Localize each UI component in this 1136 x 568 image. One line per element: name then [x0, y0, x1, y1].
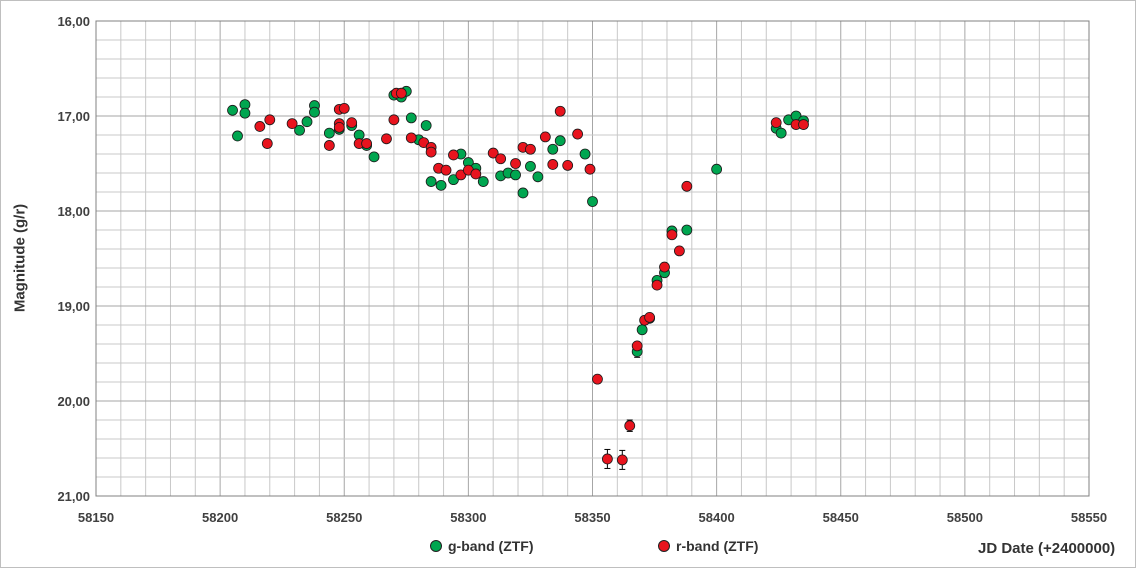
g-band-point — [681, 224, 693, 236]
legend-label-g: g-band (ZTF) — [448, 538, 534, 554]
grid-lines — [95, 20, 1090, 497]
r-band-points — [254, 87, 809, 466]
r-band-point — [333, 122, 345, 133]
g-band-point — [435, 179, 447, 191]
r-band-point — [651, 279, 663, 291]
r-band-point — [425, 146, 437, 158]
r-band-point — [525, 143, 536, 155]
r-band-point — [601, 453, 613, 465]
r-band-point — [323, 140, 335, 151]
r-band-point — [624, 420, 636, 432]
y-tick-labels: 16,00 17,00 18,00 19,00 20,00 21,00 — [57, 14, 90, 504]
g-band-point — [636, 324, 648, 336]
x-tick-label: 58500 — [947, 510, 983, 525]
g-band-point — [579, 148, 591, 160]
g-band-point — [525, 160, 536, 172]
x-tick-label: 58350 — [574, 510, 610, 525]
y-tick-label: 18,00 — [57, 204, 90, 219]
r-band-point — [659, 261, 670, 273]
r-band-point — [666, 229, 678, 241]
g-band-point — [368, 151, 380, 163]
r-band-point — [631, 340, 643, 352]
x-tick-label: 58200 — [202, 510, 238, 525]
y-tick-label: 19,00 — [57, 299, 90, 314]
r-band-point — [487, 147, 499, 159]
x-tick-label: 58450 — [823, 510, 859, 525]
r-band-point — [254, 121, 266, 132]
x-tick-label: 58150 — [78, 510, 114, 525]
legend-item-r-band: r-band (ZTF) — [658, 538, 758, 554]
r-band-point — [798, 119, 809, 130]
g-band-point — [425, 176, 437, 187]
plot-border — [95, 20, 1090, 497]
g-band-point — [587, 196, 598, 207]
g-band-point — [547, 143, 559, 155]
r-band-point — [554, 105, 566, 117]
x-tick-label: 58400 — [699, 510, 735, 525]
r-band-point — [562, 159, 574, 171]
g-band-point — [775, 127, 787, 139]
x-tick-label: 58550 — [1071, 510, 1107, 525]
r-band-point — [346, 117, 358, 129]
r-band-point — [616, 454, 628, 466]
g-band-point — [309, 106, 320, 118]
g-band-point — [510, 169, 521, 181]
g-band-point — [517, 187, 529, 199]
y-tick-label: 17,00 — [57, 109, 90, 124]
y-tick-label: 21,00 — [57, 489, 90, 504]
r-band-point — [547, 159, 559, 170]
x-axis-title: JD Date (+2400000) — [978, 540, 1116, 557]
y-tick-label: 20,00 — [57, 394, 90, 409]
r-band-point — [470, 168, 482, 180]
r-band-marker-icon — [658, 540, 670, 552]
g-band-point — [554, 135, 566, 147]
y-axis-title: Magnitude (g/r) — [11, 203, 29, 313]
r-band-point — [261, 138, 273, 149]
g-band-marker-icon — [430, 540, 442, 552]
g-band-point — [405, 112, 417, 124]
r-band-point — [539, 131, 551, 143]
g-band-point — [711, 163, 723, 175]
r-band-point — [644, 311, 655, 323]
r-band-point — [584, 163, 596, 175]
legend-item-g-band: g-band (ZTF) — [430, 538, 534, 554]
r-band-point — [510, 158, 521, 169]
r-band-point — [770, 117, 782, 129]
r-band-point — [286, 118, 298, 129]
g-band-point — [232, 130, 243, 142]
r-band-point — [448, 149, 459, 161]
r-band-point — [681, 180, 693, 192]
legend-label-r: r-band (ZTF) — [676, 538, 759, 554]
r-band-point — [388, 114, 400, 126]
r-band-point — [395, 87, 407, 99]
r-band-point — [572, 128, 584, 140]
r-band-point — [361, 138, 372, 149]
y-tick-label: 16,00 — [57, 14, 90, 29]
r-band-point — [495, 153, 507, 165]
g-band-point — [227, 104, 238, 116]
x-tick-labels: 58150 58200 58250 58300 58350 58400 58450 58500… — [78, 510, 1107, 525]
r-band-point — [381, 133, 392, 145]
g-band-point — [477, 176, 489, 187]
g-band-point — [301, 116, 313, 128]
plot-area-border — [95, 20, 1090, 497]
r-band-point — [405, 132, 417, 144]
r-band-point — [592, 373, 603, 385]
g-band-point — [239, 107, 251, 119]
r-band-point — [264, 114, 276, 126]
x-tick-label: 58300 — [450, 510, 486, 525]
g-band-point — [294, 124, 305, 136]
r-band-point — [440, 164, 452, 176]
g-band-point — [532, 171, 544, 183]
g-band-point — [420, 120, 432, 131]
r-band-point — [673, 245, 685, 257]
r-band-point — [338, 103, 350, 114]
x-tick-label: 58250 — [326, 510, 362, 525]
g-band-point — [323, 127, 335, 139]
